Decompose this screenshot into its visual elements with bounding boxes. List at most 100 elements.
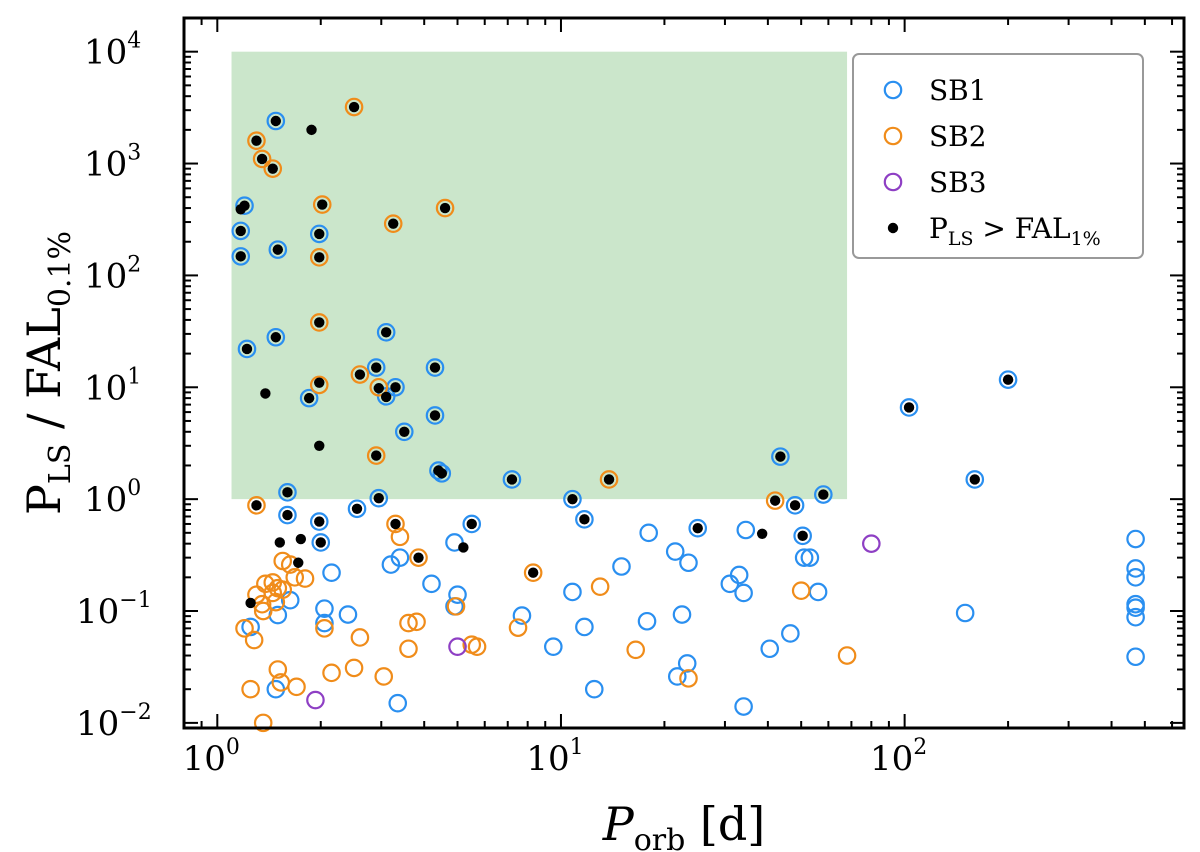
sb1-point — [677, 654, 697, 673]
detected-point — [314, 252, 325, 263]
sb1-point — [639, 523, 658, 543]
sb2-point — [285, 568, 305, 587]
sb2-point — [309, 248, 329, 267]
sb2-point — [386, 514, 405, 534]
sb2-point — [791, 581, 811, 600]
sb1-point — [734, 583, 753, 603]
y-tick-label: 10−1 — [76, 588, 152, 632]
sb1-point — [563, 582, 582, 602]
sb1-point — [315, 613, 334, 633]
sb1-point — [575, 617, 594, 637]
sb1-point — [771, 447, 790, 466]
sb2-point — [268, 660, 288, 679]
detected-point — [272, 244, 284, 255]
x-tick-label: 102 — [870, 735, 927, 779]
sb1-point — [667, 667, 687, 686]
sb2-point — [244, 630, 264, 650]
series-sb3 — [306, 534, 881, 710]
detected-point — [567, 493, 578, 505]
data-points-layer — [231, 97, 1145, 733]
sb2-point — [253, 601, 273, 621]
detected-point — [371, 450, 382, 461]
shaded-region — [231, 51, 848, 500]
sb1-point — [502, 470, 522, 489]
sb1-point — [311, 533, 331, 552]
sb1-point — [665, 542, 685, 561]
sb1-point — [231, 221, 251, 241]
sb1-point — [268, 240, 288, 259]
legend-label-sb1: SB1 — [929, 74, 987, 107]
detected-point — [314, 516, 325, 527]
sb1-point — [955, 603, 975, 623]
legend-marker-sb2 — [883, 126, 903, 146]
detected-point — [373, 492, 384, 504]
detected-point — [295, 533, 307, 545]
detected-point — [436, 468, 447, 479]
detected-point — [579, 514, 590, 525]
sb2-point — [309, 313, 329, 332]
sb1-point — [1126, 568, 1145, 587]
sb2-point — [309, 375, 329, 395]
sb1-point — [366, 358, 386, 377]
sb3-point — [862, 534, 881, 553]
detected-point — [241, 343, 253, 355]
legend-marker-detected — [887, 222, 899, 234]
detected-point — [260, 388, 271, 399]
detected-point — [527, 567, 539, 578]
sb1-point — [462, 514, 482, 534]
detected-point — [466, 518, 477, 530]
detected-point — [380, 327, 392, 338]
sb1-point — [736, 520, 756, 540]
legend-label-sb3: SB3 — [929, 166, 987, 199]
sb1-point — [637, 611, 657, 631]
sb2-point — [435, 198, 455, 218]
sb1-point — [394, 422, 414, 442]
detected-point — [603, 474, 615, 485]
detected-point — [317, 199, 328, 210]
detected-point — [775, 451, 786, 462]
sb1-point — [1126, 647, 1145, 667]
detected-point — [373, 383, 384, 394]
sb1-point — [688, 518, 708, 538]
sb1-point — [672, 605, 692, 624]
detected-point — [429, 410, 441, 421]
sb1-point — [381, 555, 401, 574]
sb1-point — [322, 563, 341, 583]
sb1-point — [575, 510, 594, 529]
detected-point — [429, 362, 441, 373]
detected-point — [270, 115, 282, 127]
y-axis-title: PLS / FAL0.1% — [17, 231, 78, 515]
sb3-point — [448, 637, 467, 656]
detected-point — [388, 218, 399, 229]
legend: SB1 SB2 SB3 PLS > FAL1% — [852, 53, 1144, 259]
shaded-region-layer — [231, 51, 848, 500]
sb2-point — [599, 470, 619, 489]
sb1-point — [278, 505, 297, 525]
detected-point — [797, 530, 808, 542]
detected-point — [818, 489, 829, 500]
detected-point — [314, 377, 325, 388]
detected-point — [1002, 374, 1014, 385]
detected-point — [314, 440, 325, 451]
sb2-point — [344, 97, 364, 117]
sb1-point — [679, 553, 698, 573]
x-tick-label: 101 — [526, 735, 583, 779]
detected-point — [235, 204, 246, 215]
sb1-point — [729, 565, 749, 585]
detected-point — [235, 251, 246, 262]
sb1-point — [235, 196, 254, 215]
detected-point — [314, 317, 325, 328]
sb1-point — [376, 323, 396, 342]
y-tick-label: 101 — [84, 364, 141, 408]
sb1-point — [266, 327, 286, 347]
detected-point — [789, 500, 801, 511]
legend-marker-sb1 — [883, 80, 903, 100]
detected-point — [251, 500, 262, 511]
detected-point — [399, 426, 410, 437]
axes-layer: 100 101 102 10−2 10−1 100 101 102 103 104 Porb [d]… — [17, 16, 1186, 852]
sb1-point — [1126, 607, 1145, 627]
sb1-point — [800, 548, 820, 567]
sb2-point — [315, 619, 334, 638]
sb1-point — [369, 488, 389, 508]
sb2-point — [263, 159, 283, 178]
